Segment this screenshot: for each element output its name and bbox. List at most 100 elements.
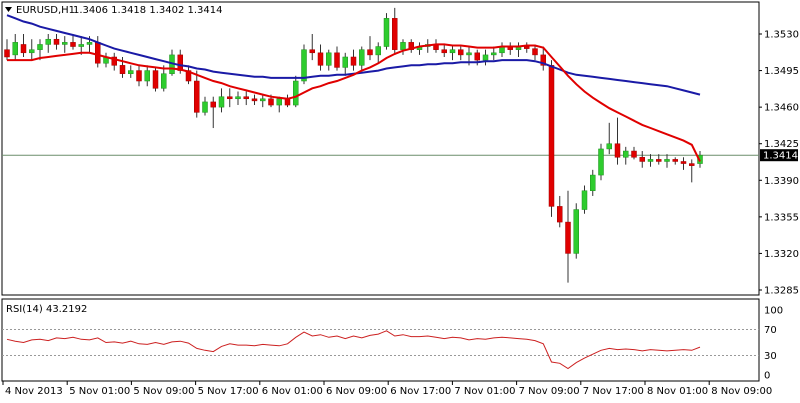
time-tick-label: 7 Nov 09:00: [519, 386, 580, 397]
candle-body: [565, 221, 571, 254]
candle-body: [557, 206, 563, 223]
candle-body: [350, 56, 357, 66]
candle-body: [218, 96, 225, 108]
candle-body: [383, 18, 390, 47]
dropdown-triangle-icon[interactable]: [5, 7, 12, 12]
candle-body: [614, 143, 621, 158]
candle-body: [664, 159, 670, 162]
price-tick-label: 1.3285: [764, 286, 799, 297]
candle-body: [301, 49, 307, 82]
candle-body: [375, 46, 381, 56]
fast-moving-average-line: [7, 43, 701, 162]
candle-body: [359, 49, 365, 66]
candle-body: [408, 42, 414, 50]
rsi-axis: 100 70 30 0: [764, 306, 783, 382]
price-tick-label: 1.3320: [764, 249, 799, 260]
candle-body: [491, 52, 497, 56]
time-tick-label: 4 Nov 2013: [5, 386, 63, 397]
rsi-tick-label: 100: [764, 306, 783, 317]
price-tick-label: 1.3495: [764, 66, 799, 77]
candle-body: [227, 96, 233, 100]
price-tick-label: 1.3355: [764, 212, 799, 223]
candle-body: [482, 54, 489, 61]
current-price-label: 1.3414: [763, 151, 798, 162]
candle-body: [62, 42, 68, 45]
current-price-tag: 1.3414: [760, 149, 798, 162]
candle-body: [532, 48, 538, 56]
candle-body: [12, 42, 18, 56]
symbol-label: EURUSD,H1: [16, 5, 75, 16]
candle-body: [128, 70, 134, 74]
rsi-line: [6, 330, 701, 370]
time-tick-label: 8 Nov 01:00: [647, 386, 708, 397]
candle-body: [598, 148, 604, 176]
candle-body: [70, 42, 76, 47]
time-tick-label: 7 Nov 01:00: [454, 386, 515, 397]
candle-body: [210, 101, 216, 108]
candle-body: [672, 159, 678, 162]
time-tick-label: 7 Nov 17:00: [583, 386, 644, 397]
moving-averages-layer: [6, 14, 701, 162]
time-tick-label: 5 Nov 17:00: [198, 386, 259, 397]
rsi-tick-label: 0: [764, 371, 770, 382]
time-tick-label: 5 Nov 01:00: [69, 386, 130, 397]
rsi-tick-label: 30: [764, 351, 777, 362]
candles-layer: [4, 7, 703, 283]
time-tick-label: 5 Nov 09:00: [133, 386, 194, 397]
candle-body: [309, 49, 315, 54]
time-tick-label: 6 Nov 09:00: [326, 386, 387, 397]
candle-body: [326, 52, 332, 66]
candle-body: [276, 98, 282, 106]
candle-body: [449, 49, 456, 54]
candle-body: [392, 18, 398, 50]
candle-body: [680, 161, 687, 164]
candle-body: [639, 157, 645, 162]
chart-header: EURUSD,H1 1.3406 1.3418 1.3402 1.3414: [5, 5, 223, 16]
rsi-tick-label: 70: [764, 325, 777, 336]
rsi-pane[interactable]: [1, 298, 760, 382]
candle-body: [441, 49, 447, 54]
candle-body: [235, 96, 241, 100]
candle-body: [4, 49, 10, 58]
price-tick-label: 1.3425: [764, 139, 799, 150]
candle-body: [161, 73, 167, 89]
price-pane[interactable]: [1, 1, 760, 296]
candle-body: [400, 42, 406, 50]
time-tick-label: 8 Nov 09:00: [711, 386, 772, 397]
ohlc-values: 1.3406 1.3418 1.3402 1.3414: [73, 5, 223, 16]
candle-body: [548, 65, 555, 207]
candle-body: [656, 159, 662, 162]
candle-body: [152, 70, 159, 89]
candle-body: [177, 54, 183, 71]
time-tick-label: 6 Nov 01:00: [262, 386, 323, 397]
price-tick-label: 1.3530: [764, 30, 799, 41]
time-axis: 4 Nov 2013 5 Nov 01:00 5 Nov 09:00 5 Nov 17…: [2, 381, 772, 397]
candle-body: [144, 70, 150, 82]
candle-body: [136, 70, 142, 82]
candle-body: [573, 209, 579, 254]
candle-body: [37, 44, 43, 50]
candle-body: [623, 150, 629, 158]
rsi-layer: [2, 329, 759, 370]
candle-body: [260, 98, 266, 102]
candle-body: [53, 38, 60, 45]
candle-body: [95, 42, 101, 64]
candle-body: [342, 56, 348, 68]
candle-body: [29, 49, 35, 54]
candle-body: [78, 44, 84, 47]
candle-body: [466, 52, 472, 56]
candle-body: [334, 52, 340, 68]
candle-body: [689, 163, 695, 166]
candle-body: [631, 150, 637, 158]
current-price-tag-background: [760, 149, 798, 162]
candle-body: [606, 143, 612, 150]
candle-body: [647, 159, 654, 162]
candle-body: [367, 49, 373, 56]
price-tick-label: 1.3460: [764, 103, 799, 114]
candle-body: [458, 49, 464, 56]
candle-body: [119, 65, 126, 74]
candle-body: [474, 52, 480, 61]
candle-body: [45, 38, 51, 45]
